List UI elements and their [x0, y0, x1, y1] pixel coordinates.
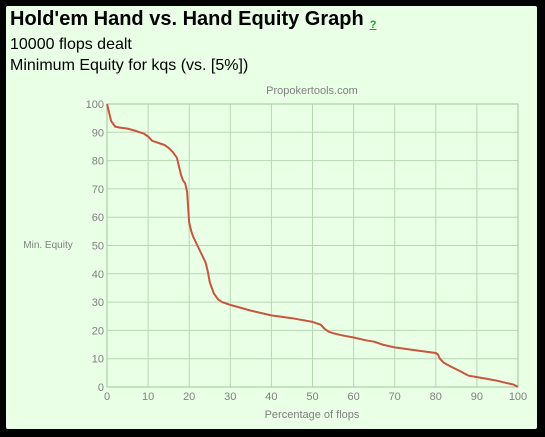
- x-tick-label: 90: [471, 391, 483, 403]
- x-tick-label: 20: [183, 391, 195, 403]
- y-tick-label: 60: [92, 212, 104, 224]
- x-tick-label: 100: [509, 391, 527, 403]
- x-tick-labels: 0 10 20 30 40 50 60 70 80 90 100: [104, 391, 527, 403]
- series-line: [106, 103, 519, 388]
- watermark: Propokertools.com: [266, 85, 358, 97]
- x-tick-label: 50: [306, 391, 318, 403]
- y-tick-label: 70: [92, 184, 104, 196]
- y-tick-label: 20: [92, 325, 104, 337]
- y-tick-label: 50: [92, 241, 104, 253]
- y-tick-label: 100: [86, 99, 104, 111]
- y-tick-label: 40: [92, 269, 104, 281]
- x-axis-label: Percentage of flops: [265, 409, 360, 421]
- x-tick-label: 0: [104, 391, 110, 403]
- plot-border: [106, 103, 519, 388]
- flops-dealt-text: 10000 flops dealt: [10, 36, 132, 53]
- y-tick-label: 30: [92, 297, 104, 309]
- x-tick-label: 30: [224, 391, 236, 403]
- y-tick-label: 0: [98, 382, 104, 394]
- help-link[interactable]: ?: [369, 19, 377, 31]
- x-tick-label: 10: [142, 391, 154, 403]
- y-tick-label: 80: [92, 156, 104, 168]
- x-tick-label: 60: [347, 391, 359, 403]
- chart-subtitle: Minimum Equity for kqs (vs. [5%]): [10, 57, 249, 74]
- x-tick-label: 40: [265, 391, 277, 403]
- page-title: Hold'em Hand vs. Hand Equity Graph?: [10, 8, 376, 31]
- x-tick-label: 80: [430, 391, 442, 403]
- x-tick-label: 70: [389, 391, 401, 403]
- title-text: Hold'em Hand vs. Hand Equity Graph: [10, 8, 364, 30]
- chart-grid: [106, 103, 519, 388]
- y-tick-label: 90: [92, 127, 104, 139]
- y-tick-labels: 0 10 20 30 40 50 60 70 80 90 100: [86, 99, 104, 394]
- y-tick-label: 10: [92, 354, 104, 366]
- y-axis-label: Min. Equity: [23, 240, 72, 251]
